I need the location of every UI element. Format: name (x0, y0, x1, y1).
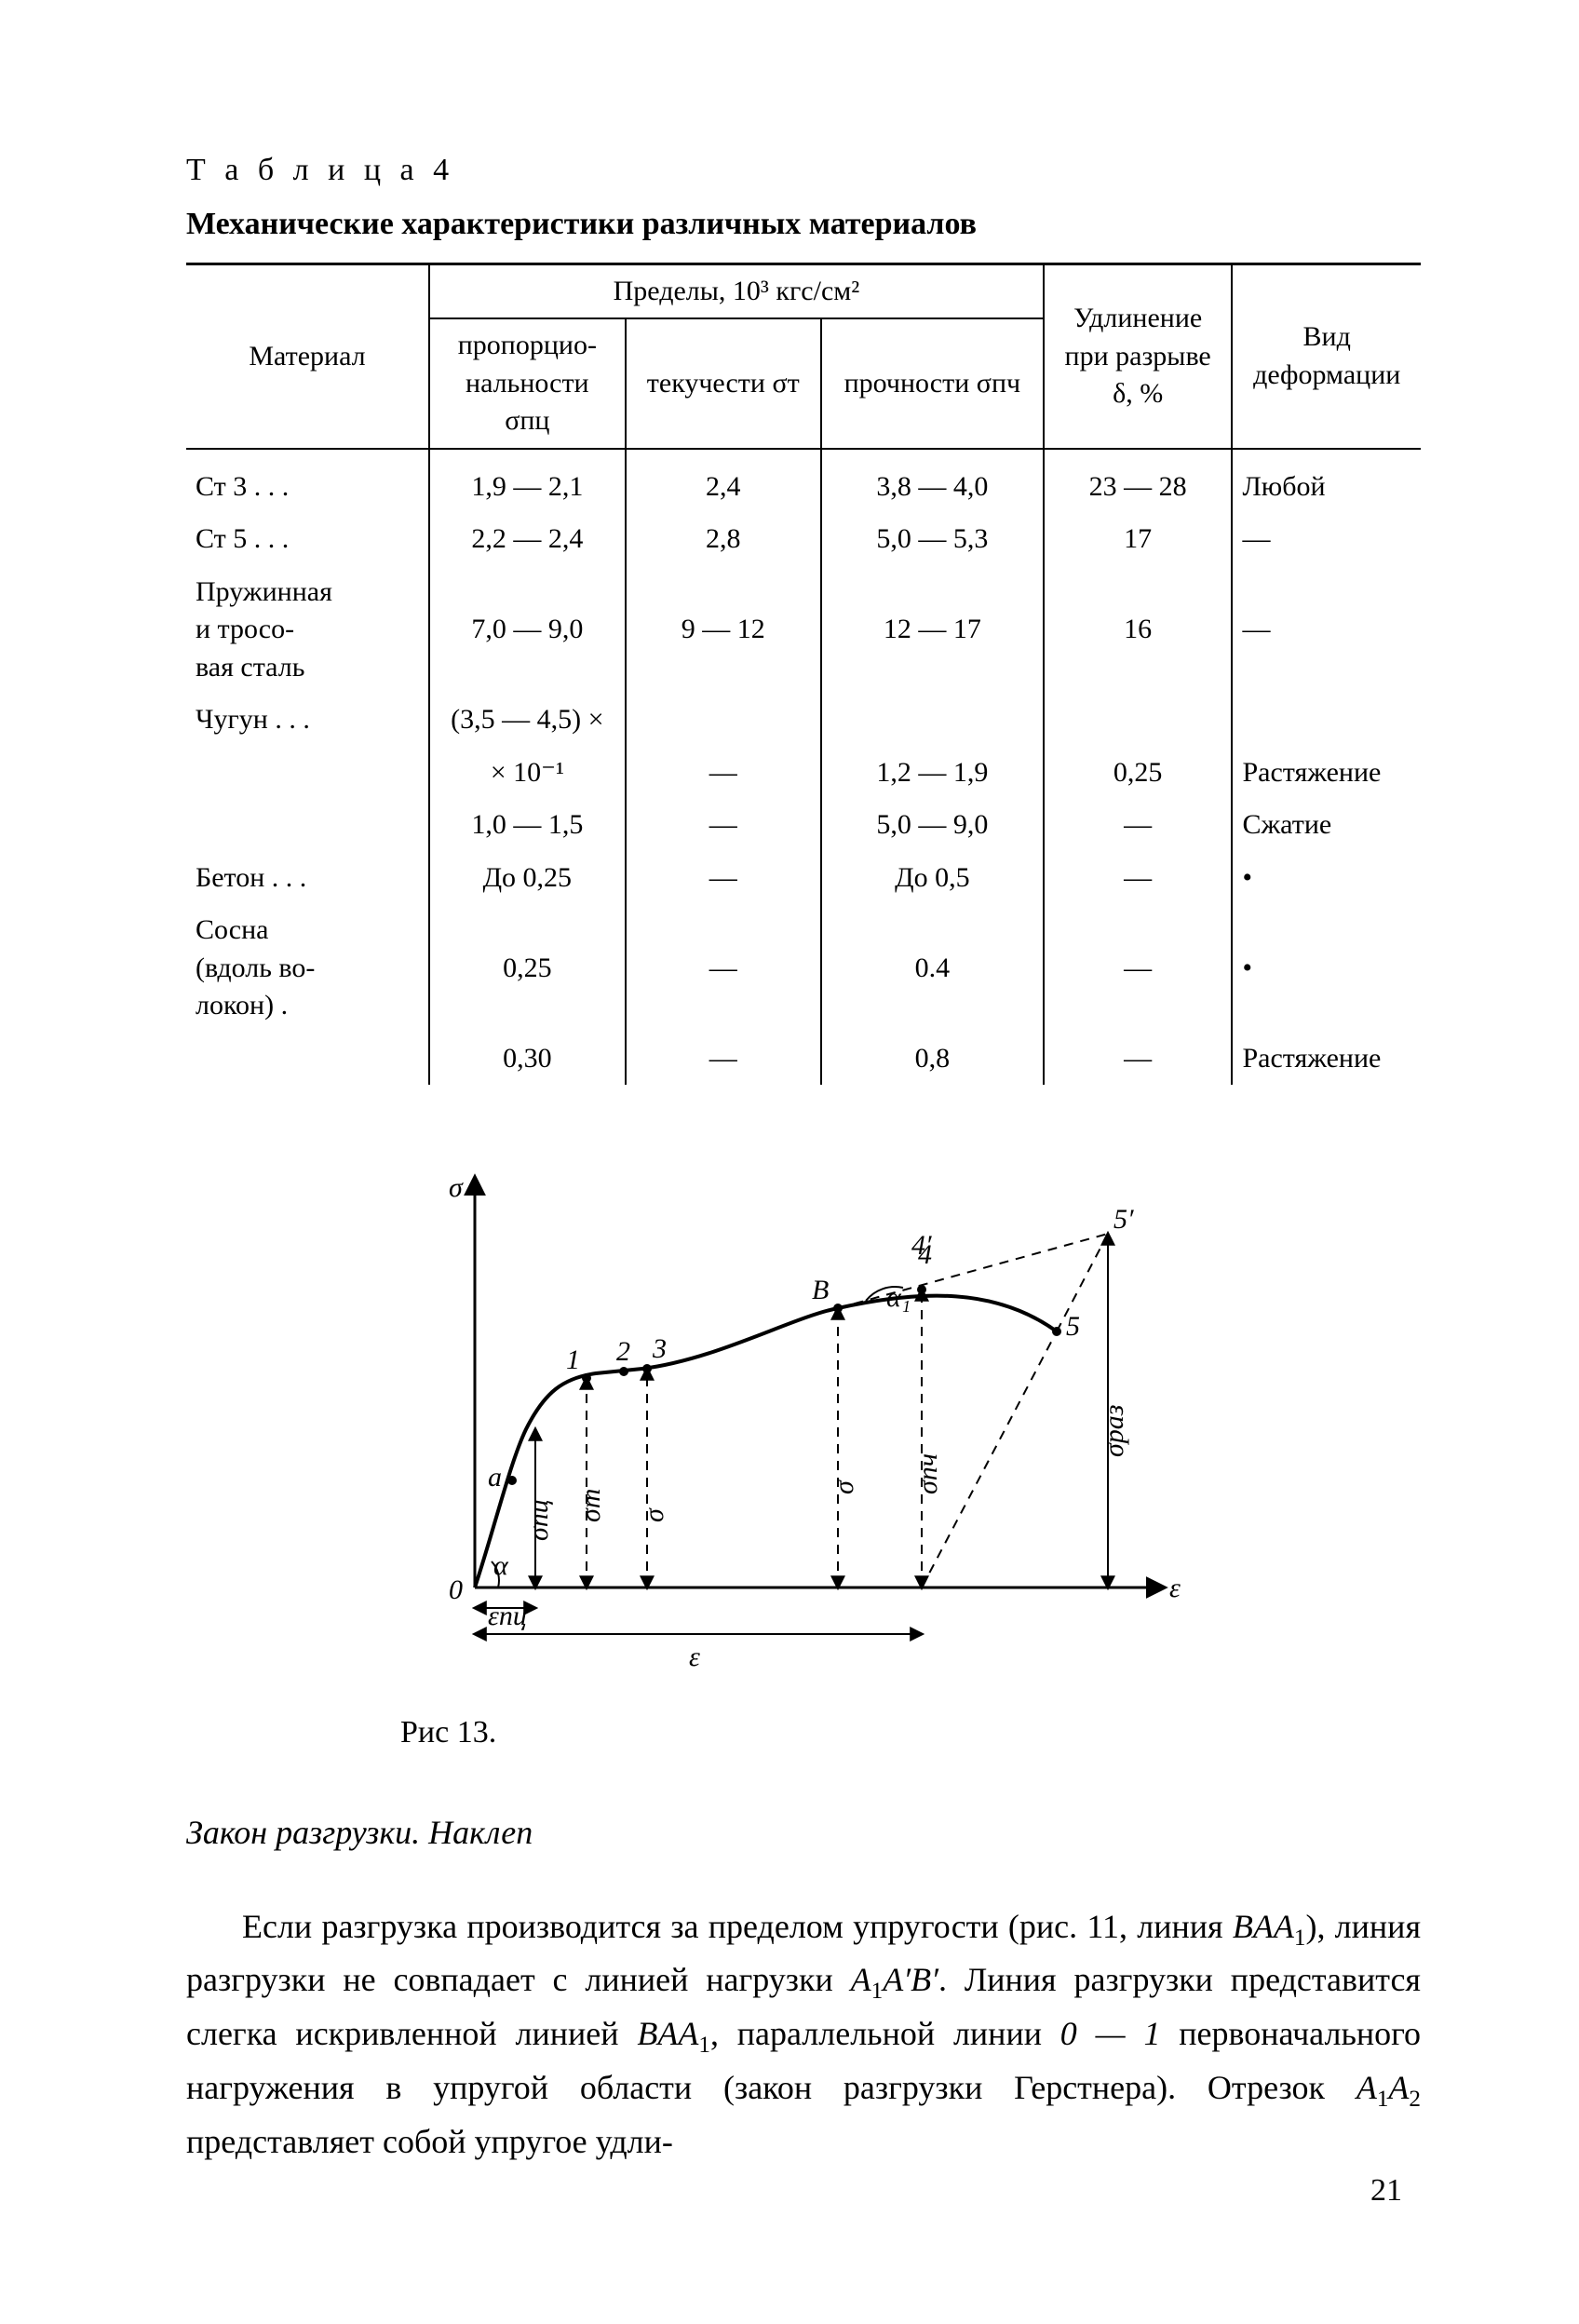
svg-text:0: 0 (449, 1574, 463, 1605)
th-elong: Удлинение при разрыве δ, % (1044, 263, 1233, 449)
svg-text:α: α (493, 1550, 509, 1581)
figure-caption: Рис 13. (400, 1711, 1421, 1754)
table-row: Пружинная и тросо- вая сталь7,0 — 9,09 —… (186, 566, 1421, 695)
svg-text:σ: σ (829, 1480, 859, 1494)
svg-text:B: B (812, 1275, 829, 1305)
table-row: × 10⁻¹—1,2 — 1,90,25Растяжение (186, 747, 1421, 800)
svg-text:ε: ε (689, 1642, 700, 1671)
table-row: Чугун . . .(3,5 — 4,5) × (186, 694, 1421, 747)
svg-text:2: 2 (616, 1336, 630, 1367)
svg-text:a: a (488, 1462, 502, 1493)
table-title: Механические характеристики различных ма… (186, 203, 1421, 246)
svg-text:5′: 5′ (1113, 1204, 1134, 1235)
section-heading: Закон разгрузки. Наклеп (186, 1810, 1421, 1856)
svg-text:σ: σ (639, 1507, 669, 1522)
th-def: Вид деформации (1232, 263, 1421, 449)
table-row: Бетон . . .До 0,25—До 0,5—• (186, 852, 1421, 905)
svg-text:σраз: σраз (1099, 1405, 1129, 1458)
svg-text:σ: σ (449, 1172, 464, 1203)
th-limits: Пределы, 10³ кгс/см² (429, 263, 1044, 318)
svg-text:σт: σт (575, 1489, 606, 1522)
th-prop: пропорцио- нальности σпц (429, 318, 626, 449)
table-row: Сосна (вдоль во- локон) .0,25—0.4—• (186, 904, 1421, 1033)
materials-table: Материал Пределы, 10³ кгс/см² Удлинение … (186, 263, 1421, 1086)
svg-text:α₁: α₁ (886, 1282, 911, 1313)
stress-strain-diagram: σε0123B44′55′aα₁ασпцσтσσσпчσразεпцε (400, 1150, 1201, 1671)
body-paragraph: Если разгрузка производится за пределом … (186, 1902, 1421, 2166)
table-row: 0,30—0,8—Растяжение (186, 1033, 1421, 1086)
svg-text:ε: ε (1169, 1573, 1181, 1603)
page-number: 21 (1370, 2169, 1402, 2212)
table-row: Ст 3 . . .1,9 — 2,12,43,8 — 4,023 — 28Лю… (186, 449, 1421, 514)
table-row: 1,0 — 1,5—5,0 — 9,0—Сжатие (186, 799, 1421, 852)
svg-text:1: 1 (566, 1344, 580, 1375)
table-label: Т а б л и ц а 4 (186, 149, 1421, 192)
svg-text:σпч: σпч (912, 1453, 943, 1494)
table-row: Ст 5 . . .2,2 — 2,42,85,0 — 5,317— (186, 513, 1421, 566)
th-strength: прочности σпч (821, 318, 1044, 449)
svg-text:σпц: σпц (523, 1499, 554, 1541)
th-material: Материал (186, 263, 429, 449)
th-yield: текучести σт (626, 318, 821, 449)
svg-text:5: 5 (1066, 1311, 1080, 1342)
svg-text:εпц: εпц (488, 1601, 527, 1631)
svg-text:3: 3 (652, 1333, 667, 1364)
svg-text:4′: 4′ (911, 1230, 932, 1261)
